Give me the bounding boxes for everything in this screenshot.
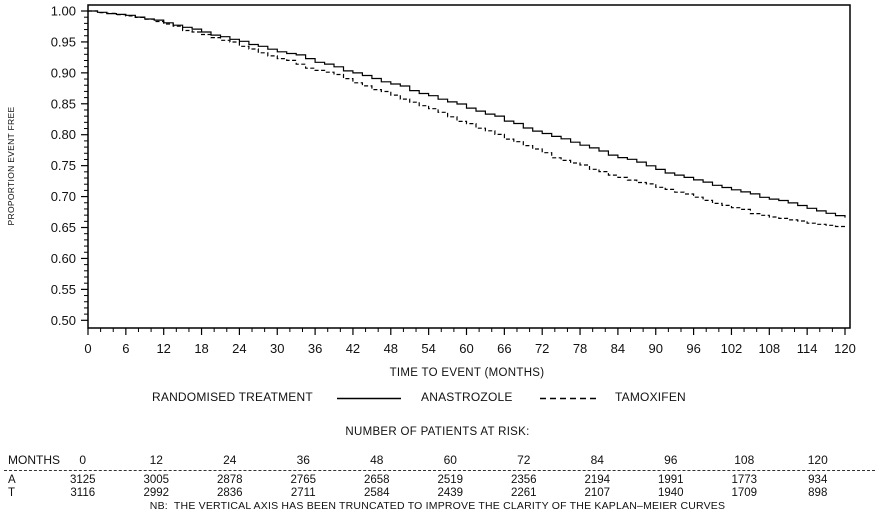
risk-value-cell: 2658	[363, 474, 390, 486]
risk-value-cell: 108	[734, 453, 755, 467]
risk-value-cell: 2878	[216, 474, 243, 486]
x-tick-label: 42	[346, 341, 360, 356]
risk-value-cell: 120	[807, 453, 828, 467]
truncation-note: NB: THE VERTICAL AXIS HAS BEEN TRUNCATED…	[149, 500, 726, 512]
risk-value-cell: 2356	[510, 474, 537, 486]
anastrozole-curve	[88, 10, 846, 218]
y-axis-title: PROPORTION EVENT FREE	[6, 107, 16, 226]
risk-value-cell: 2194	[584, 474, 611, 486]
y-tick-label: 0.55	[51, 282, 76, 297]
x-tick-label: 18	[194, 341, 208, 356]
risk-value-cell: 2584	[363, 486, 390, 499]
x-tick-label: 6	[122, 341, 129, 356]
risk-value-cell: 2765	[290, 474, 317, 486]
x-axis-title: TIME TO EVENT (MONTHS)	[390, 367, 545, 379]
x-tick-label: 54	[421, 341, 435, 356]
risk-value-cell: 2519	[437, 474, 464, 486]
risk-value-cell: 3116	[70, 486, 96, 499]
risk-value-cell: 2107	[584, 486, 611, 499]
x-tick-label: 66	[497, 341, 511, 356]
curves	[88, 10, 846, 229]
risk-value-cell: 934	[808, 474, 828, 486]
x-tick-label: 78	[573, 341, 587, 356]
risk-value-cell: 24	[223, 453, 237, 467]
risk-value-cell: 2836	[216, 486, 243, 499]
y-tick-label: 0.95	[51, 34, 76, 49]
plot-box	[87, 4, 851, 329]
risk-value-cell: 48	[370, 453, 384, 467]
tamoxifen-curve	[88, 10, 846, 229]
risk-table-title: NUMBER OF PATIENTS AT RISK:	[345, 426, 530, 438]
x-tick-label: 120	[834, 341, 856, 356]
risk-value-cell: 36	[296, 453, 310, 467]
survival-chart: PROPORTION EVENT FREE 1.00 0.95 0.90 0.85 0.…	[6, 4, 856, 380]
y-tick-label: 0.80	[51, 127, 76, 142]
axes: 1.00 0.95 0.90 0.85 0.80 0.75 0.70 0.65 0.60 0.55…	[51, 4, 856, 357]
x-tick-label: 90	[649, 341, 663, 356]
risk-value-cell: 96	[664, 453, 678, 467]
x-tick-label: 96	[686, 341, 700, 356]
y-tick-label: 0.75	[51, 158, 76, 173]
risk-value-cell: 2992	[143, 486, 170, 499]
risk-value-cell: 12	[149, 453, 163, 467]
risk-value-cell: 0	[79, 453, 87, 467]
legend-label-anastrozole: ANASTROZOLE	[421, 390, 513, 404]
risk-value-cell: 3005	[143, 474, 170, 486]
table-separator	[4, 470, 875, 471]
x-tick-label: 30	[270, 341, 284, 356]
legend-title: RANDOMISED TREATMENT	[152, 390, 313, 404]
risk-value-cell: 84	[590, 453, 604, 467]
risk-value-cell: 2711	[290, 486, 316, 499]
x-tick-label: 84	[611, 341, 625, 356]
y-tick-label: 0.50	[51, 313, 76, 328]
y-tick-label: 1.00	[51, 4, 76, 19]
legend: RANDOMISED TREATMENT ANASTROZOLE TAMOXIF…	[0, 389, 875, 407]
risk-value-cell: 3125	[69, 474, 96, 486]
x-tick-label: 72	[535, 341, 549, 356]
legend-label-tamoxifen: TAMOXIFEN	[615, 390, 686, 404]
risk-row-anastrozole: A 3125 3005 2878 2765 2658 2519 2356 2194 1991 17…	[4, 474, 871, 487]
y-tick-label: 0.70	[51, 189, 76, 204]
y-tick-label: 0.90	[51, 65, 76, 80]
x-tick-label: 24	[232, 341, 246, 356]
risk-value-cell: 72	[517, 453, 531, 467]
risk-row-label-t: T	[8, 486, 16, 499]
risk-value-cell: 1773	[731, 474, 758, 486]
dashed-line-sample	[540, 397, 600, 400]
risk-value-cell: 1940	[657, 486, 684, 499]
risk-value-cell: 2261	[510, 486, 537, 499]
risk-row-label-a: A	[8, 474, 16, 486]
risk-value-cell: 1991	[657, 474, 684, 486]
y-tick-label: 0.85	[51, 96, 76, 111]
risk-table: MONTHS 0 12 24 36 48 60 72 84 96 108 120 A 3125 300…	[4, 453, 875, 500]
x-tick-label: 102	[721, 341, 743, 356]
risk-value-cell: 2439	[437, 486, 464, 499]
risk-value-cell: 60	[443, 453, 457, 467]
y-tick-label: 0.60	[51, 251, 76, 266]
x-tick-label: 0	[84, 341, 91, 356]
risk-months-row: MONTHS 0 12 24 36 48 60 72 84 96 108 120	[4, 453, 871, 468]
risk-row-header: MONTHS	[8, 453, 60, 467]
x-tick-label: 108	[758, 341, 780, 356]
x-tick-label: 48	[384, 341, 398, 356]
solid-line-sample	[337, 397, 401, 400]
x-tick-label: 12	[156, 341, 170, 356]
x-tick-label: 60	[459, 341, 473, 356]
x-tick-label: 36	[308, 341, 322, 356]
risk-row-tamoxifen: T 3116 2992 2836 2711 2584 2439 2261 2107 1940 17…	[4, 487, 871, 500]
y-tick-label: 0.65	[51, 220, 76, 235]
x-tick-label: 114	[797, 341, 818, 356]
risk-value-cell: 1709	[731, 486, 758, 499]
risk-value-cell: 898	[808, 486, 828, 499]
